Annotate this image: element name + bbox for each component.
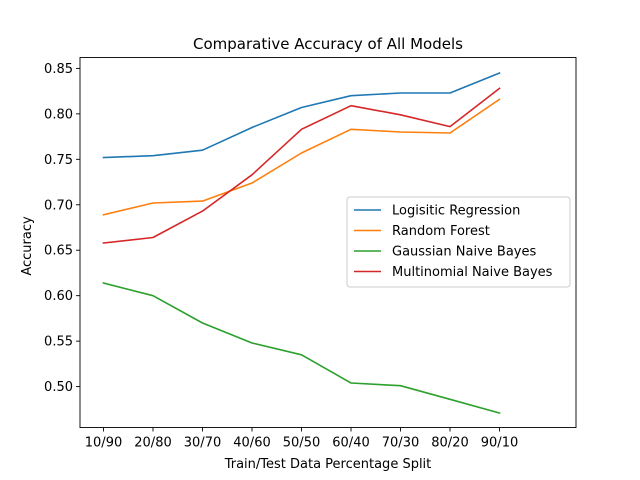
x-tick-label: 80/20 [431, 436, 468, 451]
x-tick-label: 40/60 [233, 436, 270, 451]
legend-label-1: Logisitic Regression [392, 204, 520, 219]
x-tick-label: 10/90 [85, 436, 122, 451]
x-tick-label: 30/70 [184, 436, 221, 451]
series-line-4 [102, 87, 501, 244]
y-tick-label: 0.55 [44, 335, 73, 350]
y-tick-label: 0.85 [44, 62, 73, 77]
y-tick-label: 0.80 [44, 107, 73, 122]
series-line-1 [102, 71, 501, 159]
x-tick-label: 60/40 [332, 436, 369, 451]
legend-label-4: Multinomial Naive Bayes [392, 265, 553, 280]
axes-frame [79, 57, 577, 428]
y-axis-label: Accuracy [20, 216, 35, 276]
y-tick-label: 0.70 [44, 198, 73, 213]
y-tick-label: 0.50 [44, 380, 73, 395]
x-tick-label: 50/50 [283, 436, 320, 451]
legend: Logisitic Regression Random Forest Gaussia… [346, 196, 571, 288]
series-line-3 [102, 282, 501, 414]
legend-label-3: Gaussian Naive Bayes [392, 245, 536, 260]
y-tick-label: 0.60 [44, 289, 73, 304]
x-tick-label: 70/30 [382, 436, 419, 451]
chart-title: Comparative Accuracy of All Models [193, 35, 463, 53]
legend-box [346, 196, 571, 288]
y-tick-label: 0.75 [44, 153, 73, 168]
x-axis-label: Train/Test Data Percentage Split [224, 457, 432, 472]
x-tick-label: 90/10 [481, 436, 518, 451]
x-tick-label: 20/80 [134, 436, 171, 451]
plot-area: 10/90 20/80 30/70 40/60 50/50 60/40 70/30 80/20… [44, 57, 577, 451]
series-line-2 [102, 98, 501, 216]
legend-label-2: Random Forest [392, 224, 490, 239]
y-tick-label: 0.65 [44, 244, 73, 259]
